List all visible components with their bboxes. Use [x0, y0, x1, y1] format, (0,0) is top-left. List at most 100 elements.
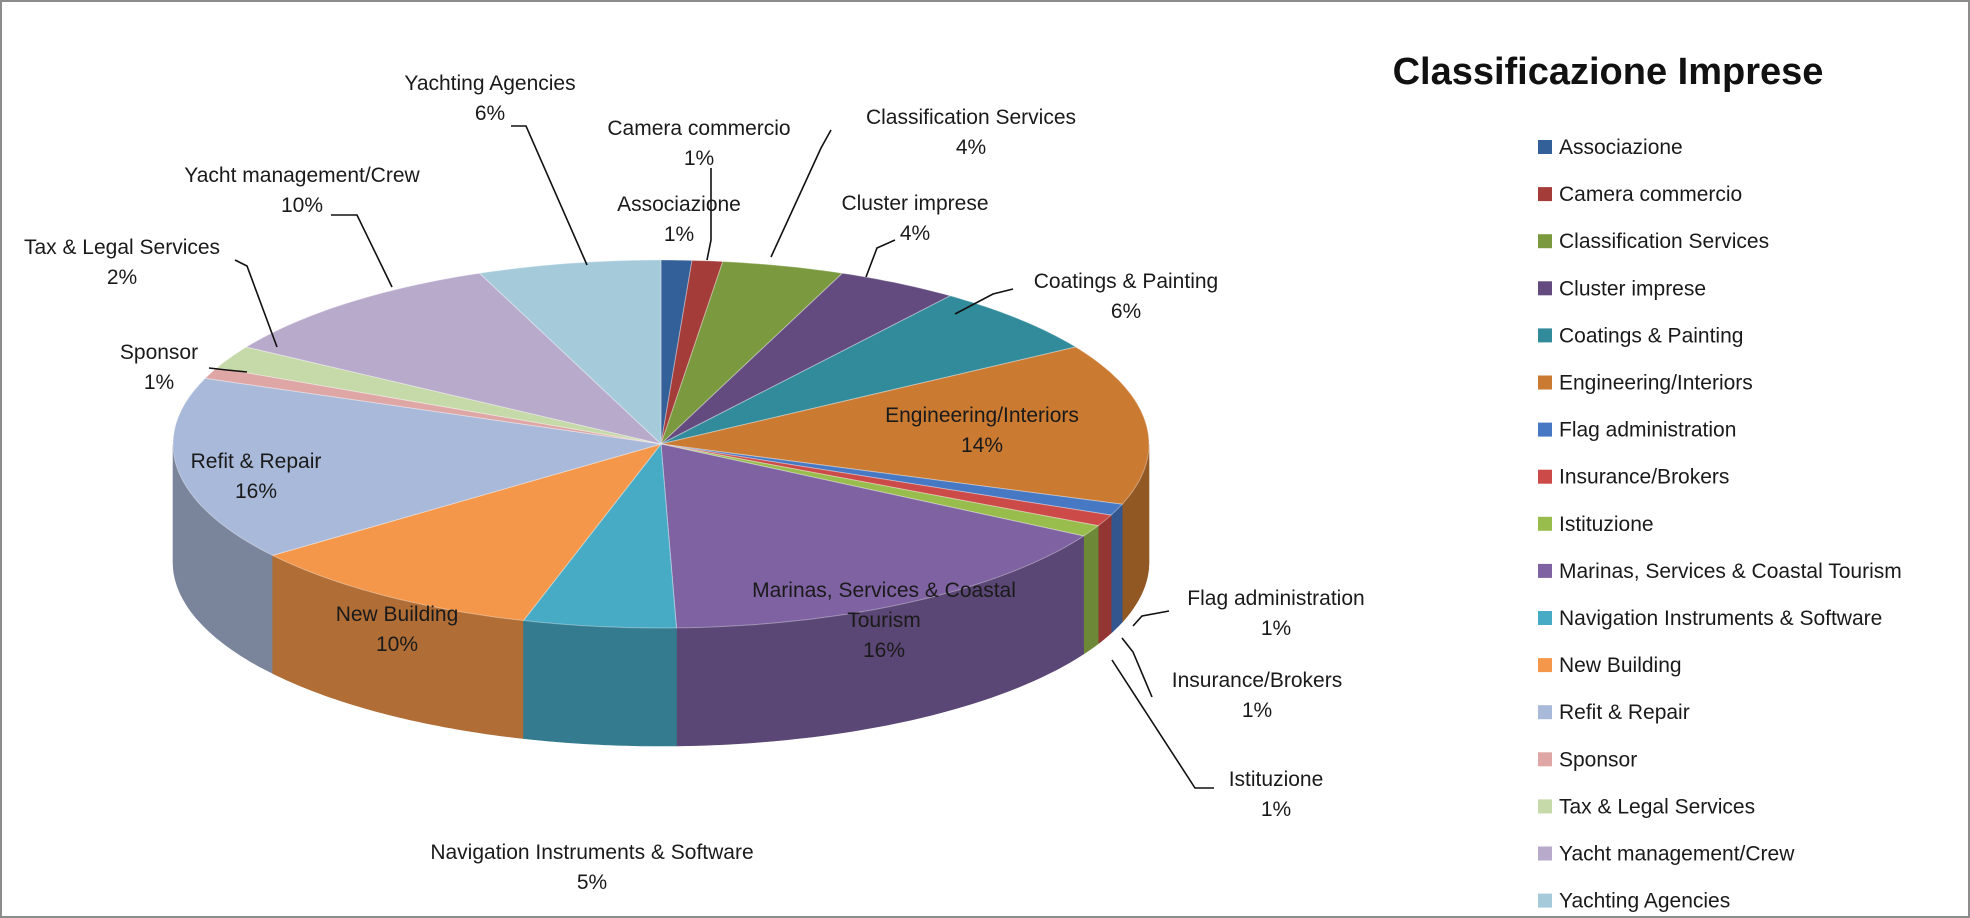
legend-label: Flag administration	[1559, 419, 1736, 442]
legend-label: Navigation Instruments & Software	[1559, 607, 1882, 630]
legend-label: Insurance/Brokers	[1559, 466, 1729, 489]
slice-pct-label: 16%	[235, 480, 277, 503]
legend-item-engineering-interiors: Engineering/Interiors	[1538, 372, 1753, 395]
legend-label: Tax & Legal Services	[1559, 795, 1755, 818]
legend-item-istituzione: Istituzione	[1538, 513, 1654, 536]
slice-name-label: Flag administration	[1187, 587, 1364, 610]
pie-sides	[172, 443, 1150, 747]
legend-label: Refit & Repair	[1559, 701, 1690, 724]
legend-swatch	[1538, 281, 1552, 296]
pie-slice-navigation-instruments-software	[522, 442, 678, 629]
pie-side-istituzione	[1083, 524, 1099, 655]
leader-line-istituzione	[1111, 659, 1214, 789]
legend-swatch	[1538, 328, 1552, 343]
legend-swatch	[1538, 375, 1552, 390]
slice-label-yachting-agencies: Yachting Agencies 6%	[404, 72, 575, 125]
slice-label-engineering-interiors: Engineering/Interiors 14%	[885, 404, 1079, 457]
leader-line-tax-legal-services	[234, 259, 278, 348]
pie-side-insurance-brokers	[1097, 514, 1112, 645]
slice-label-new-building: New Building 10%	[336, 603, 459, 656]
pie-slice-yachting-agencies	[478, 259, 662, 446]
legend-label: Yachting Agencies	[1559, 890, 1730, 913]
legend-swatch	[1538, 799, 1552, 814]
legend-item-sponsor: Sponsor	[1538, 748, 1637, 771]
slice-pct-label: 1%	[144, 371, 174, 394]
legend-item-coatings-painting: Coatings & Painting	[1538, 324, 1743, 347]
legend-item-yacht-management-crew: Yacht management/Crew	[1538, 843, 1795, 866]
pie-slice-refit-repair	[172, 377, 662, 556]
leader-line-classification-services	[770, 129, 832, 258]
slice-pct-label: 1%	[1261, 798, 1291, 821]
leader-line-yachting-agencies	[511, 125, 588, 266]
slice-pct-label: 1%	[1261, 617, 1291, 640]
slice-label-istituzione: Istituzione 1%	[1229, 768, 1324, 821]
legend-label: Yacht management/Crew	[1559, 843, 1795, 866]
slice-label-flag-administration: Flag administration 1%	[1187, 587, 1364, 640]
slice-label-insurance-brokers: Insurance/Brokers 1%	[1172, 669, 1342, 722]
legend-swatch	[1538, 187, 1552, 202]
slice-name-label: Insurance/Brokers	[1172, 669, 1342, 692]
slice-pct-label: 6%	[475, 102, 505, 125]
legend-swatch	[1538, 516, 1552, 531]
slice-label-associazione: Associazione 1%	[617, 193, 741, 246]
leader-line-sponsor	[208, 367, 248, 373]
slice-pct-label: 6%	[1111, 300, 1141, 323]
slice-pct-label: 2%	[107, 266, 137, 289]
legend-item-new-building: New Building	[1538, 654, 1682, 677]
pie-slice-marinas-services-coastal-tourism	[660, 443, 1085, 629]
legend-item-cluster-imprese: Cluster imprese	[1538, 277, 1706, 300]
slice-pct-label: 1%	[684, 147, 714, 170]
leader-line-cluster-imprese	[865, 239, 896, 278]
slice-label-cluster-imprese: Cluster imprese 4%	[841, 192, 988, 245]
slice-pct-label: 14%	[961, 434, 1003, 457]
legend-swatch	[1538, 611, 1552, 625]
leader-line-coatings-painting	[954, 288, 1014, 315]
pie-slice-new-building	[271, 443, 663, 622]
slice-pct-label: 5%	[577, 871, 607, 894]
legend-label: Engineering/Interiors	[1559, 372, 1753, 395]
legend-swatch	[1538, 140, 1552, 154]
slice-pct-label: 10%	[281, 194, 323, 217]
slice-label-refit-repair: Refit & Repair 16%	[191, 450, 322, 503]
slice-name-label: Associazione	[617, 193, 741, 216]
pie-side-navigation-instruments-software	[523, 620, 677, 747]
slice-pct-label: 1%	[1242, 699, 1272, 722]
legend-swatch	[1538, 234, 1552, 249]
legend-item-navigation-instruments-software: Navigation Instruments & Software	[1538, 607, 1882, 630]
slice-label-marinas-services-coastal-tourism: Marinas, Services & Coastal Tourism 16%	[752, 579, 1016, 662]
slice-label-navigation-instruments-software: Navigation Instruments & Software 5%	[430, 841, 753, 894]
legend-swatch	[1538, 752, 1552, 767]
legend-label: Coatings & Painting	[1559, 324, 1743, 347]
slice-labels: Associazione 1% Camera commercio 1% Classifi…	[24, 72, 1365, 894]
legend-swatch	[1538, 563, 1552, 578]
pie-slice-engineering-interiors	[660, 346, 1150, 505]
slice-pct-label: 16%	[863, 639, 905, 662]
slice-name-label: Navigation Instruments & Software	[430, 841, 753, 864]
legend-item-marinas-services-coastal-tourism: Marinas, Services & Coastal Tourism	[1538, 560, 1902, 583]
slice-label-classification-services: Classification Services 4%	[866, 106, 1076, 159]
legend-label: Camera commercio	[1559, 183, 1742, 206]
legend-item-yachting-agencies: Yachting Agencies	[1538, 890, 1730, 913]
slice-name-label: Yacht management/Crew	[184, 164, 420, 187]
slice-name-label: Cluster imprese	[841, 192, 988, 215]
legend-swatch	[1538, 422, 1552, 437]
slice-pct-label: 1%	[664, 223, 694, 246]
legend-label: Sponsor	[1559, 748, 1637, 771]
legend-item-camera-commercio: Camera commercio	[1538, 183, 1742, 206]
slice-name-label: Yachting Agencies	[404, 72, 575, 95]
slice-label-sponsor: Sponsor 1%	[120, 341, 198, 394]
legend-label: Cluster imprese	[1559, 277, 1706, 300]
legend-swatch	[1538, 705, 1552, 720]
slice-label-tax-legal-services: Tax & Legal Services 2%	[24, 236, 220, 289]
slice-name-label: Tax & Legal Services	[24, 236, 220, 259]
legend-item-refit-repair: Refit & Repair	[1538, 701, 1690, 724]
slice-name-label: Marinas, Services & Coastal	[752, 579, 1016, 602]
legend-item-insurance-brokers: Insurance/Brokers	[1538, 466, 1729, 489]
slice-pct-label: 4%	[900, 222, 930, 245]
slice-label-camera-commercio: Camera commercio 1%	[607, 117, 790, 170]
slice-label-coatings-painting: Coatings & Painting 6%	[1034, 270, 1218, 323]
legend-item-tax-legal-services: Tax & Legal Services	[1538, 795, 1755, 818]
legend-item-classification-services: Classification Services	[1538, 230, 1769, 253]
